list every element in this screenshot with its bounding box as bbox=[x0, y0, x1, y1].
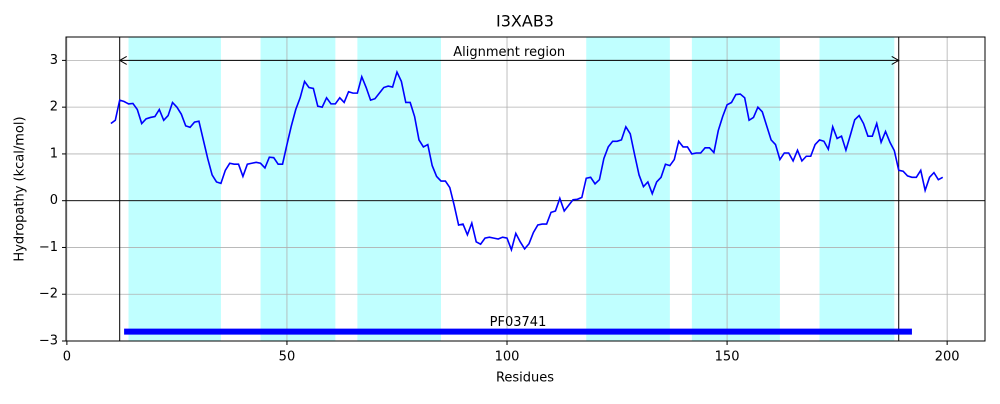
arrow-head bbox=[118, 55, 127, 65]
y-tick-label: −1 bbox=[39, 240, 58, 255]
domain-label: PF03741 bbox=[490, 315, 547, 330]
shaded-region bbox=[586, 37, 670, 341]
alignment-label: Alignment region bbox=[453, 45, 565, 60]
shaded-region bbox=[128, 37, 221, 341]
y-tick-label: 2 bbox=[50, 100, 58, 115]
shaded-region bbox=[819, 37, 895, 341]
y-tick-label: 3 bbox=[50, 53, 58, 68]
x-tick-label: 150 bbox=[715, 350, 740, 365]
plot-frame bbox=[65, 36, 986, 342]
shaded-region bbox=[260, 37, 336, 341]
y-tick-label: 0 bbox=[50, 193, 58, 208]
shaded-region bbox=[691, 37, 780, 341]
x-axis-label: Residues bbox=[496, 371, 554, 386]
y-axis-label: Hydropathy (kcal/mol) bbox=[13, 116, 28, 261]
shaded-region bbox=[357, 37, 441, 341]
y-tick-label: 1 bbox=[50, 146, 58, 161]
y-tick-label: −2 bbox=[39, 287, 58, 302]
x-tick-label: 100 bbox=[495, 350, 520, 365]
hydropathy-line bbox=[110, 69, 944, 253]
x-tick-label: 200 bbox=[935, 350, 960, 365]
chart-title: I3XAB3 bbox=[496, 12, 554, 31]
arrow-head bbox=[891, 55, 900, 65]
x-tick-label: 50 bbox=[279, 350, 296, 365]
x-tick-label: 0 bbox=[63, 350, 71, 365]
y-tick-label: −3 bbox=[39, 334, 58, 349]
